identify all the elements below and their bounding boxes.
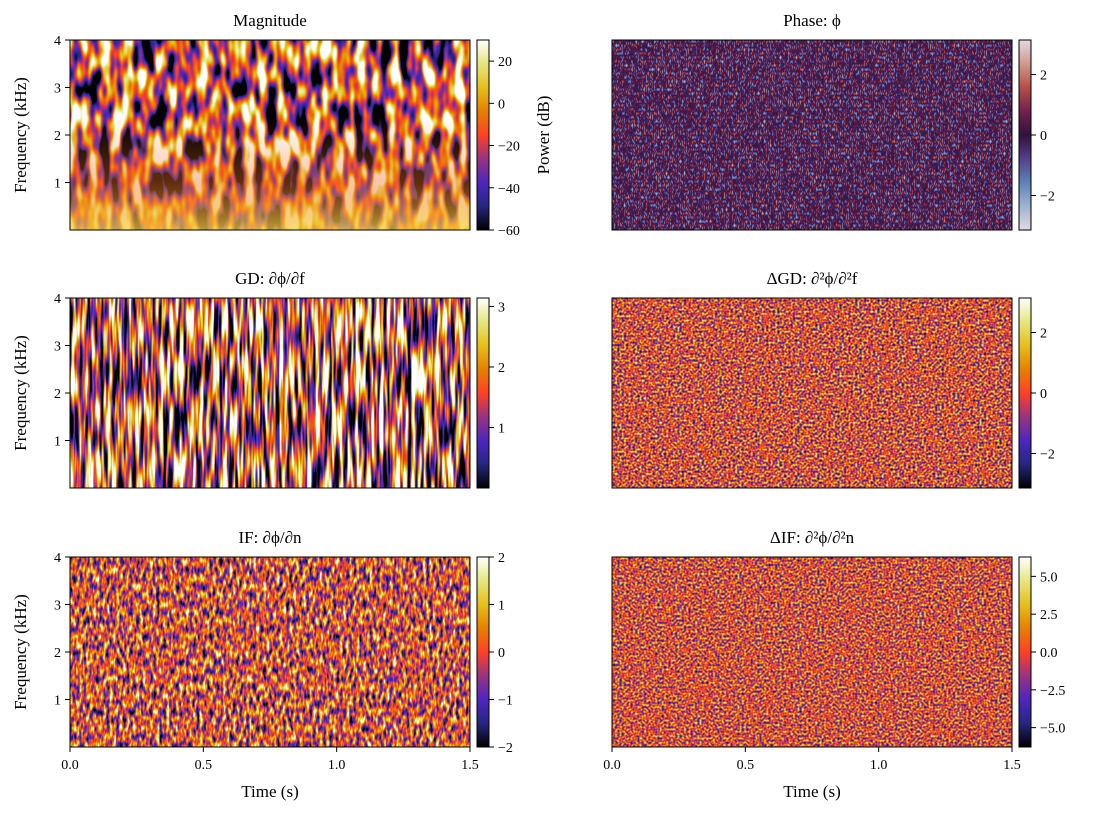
spectrogram-image: [70, 298, 470, 488]
colorbar: [476, 297, 490, 489]
colorbar-tick-label: 5.0: [1040, 570, 1058, 585]
panel-title: Phase: ϕ: [783, 11, 841, 30]
colorbar-tick-label: 1: [498, 421, 505, 436]
colorbar-tick-label: 2.5: [1040, 608, 1058, 623]
colorbar-tick-label: 20: [498, 55, 512, 70]
axes-frame: [611, 556, 1013, 748]
colorbar-tick-label: 2: [1040, 326, 1047, 341]
colorbar-tick-label: −5.0: [1040, 722, 1065, 737]
y-tick-label: 2: [54, 646, 61, 661]
spectrogram-image: [612, 298, 1012, 488]
y-tick-label: 4: [54, 292, 61, 307]
axes-frame: [611, 297, 1013, 489]
colorbar-tick-label: 0: [498, 97, 505, 112]
y-tick-label: 1: [54, 177, 61, 192]
colorbar: [476, 556, 490, 748]
colorbar-tick-label: 2: [498, 361, 505, 376]
colorbar-tick-label: −2.5: [1040, 684, 1065, 699]
colorbar: [476, 39, 490, 231]
colorbar-label: Power (dB): [534, 96, 553, 175]
panel-title: ΔIF: ∂²ϕ/∂²n: [770, 528, 855, 547]
colorbar-tick-label: −40: [498, 182, 520, 197]
x-tick-label: 1.5: [1003, 758, 1021, 773]
y-axis-label: Frequency (kHz): [11, 77, 30, 193]
x-axis-label: Time (s): [241, 782, 298, 801]
spectrogram-image: [70, 557, 470, 747]
colorbar-tick-label: −2: [498, 741, 513, 756]
panel-title: IF: ∂ϕ/∂n: [238, 528, 302, 547]
colorbar-tick-label: −1: [498, 694, 513, 709]
colorbar-tick-label: −20: [498, 140, 520, 155]
y-tick-label: 2: [54, 387, 61, 402]
colorbar: [1018, 297, 1032, 489]
x-tick-label: 0.0: [603, 758, 621, 773]
y-tick-label: 1: [54, 694, 61, 709]
colorbar-tick-label: −2: [1040, 190, 1055, 205]
colorbar: [1018, 556, 1032, 748]
axes-frame: [611, 39, 1013, 231]
x-tick-label: 0.0: [61, 758, 79, 773]
y-tick-label: 3: [54, 340, 61, 355]
colorbar-tick-label: 3: [498, 300, 505, 315]
colorbar-tick-label: 2: [498, 551, 505, 566]
y-tick-label: 1: [54, 435, 61, 450]
y-axis-label: Frequency (kHz): [11, 594, 30, 710]
colorbar: [1018, 39, 1032, 231]
spectrogram-shading: [70, 40, 470, 230]
y-tick-label: 3: [54, 82, 61, 97]
y-tick-label: 2: [54, 129, 61, 144]
panel-title: Magnitude: [233, 11, 307, 30]
panel-title: ΔGD: ∂²ϕ/∂²f: [767, 269, 858, 288]
x-tick-label: 1.5: [461, 758, 479, 773]
y-tick-label: 3: [54, 599, 61, 614]
colorbar-tick-label: 0: [1040, 129, 1047, 144]
y-tick-label: 4: [54, 551, 61, 566]
colorbar-tick-label: 2: [1040, 68, 1047, 83]
x-tick-label: 0.5: [737, 758, 755, 773]
colorbar-tick-label: 0.0: [1040, 646, 1058, 661]
y-axis-label: Frequency (kHz): [11, 335, 30, 451]
colorbar-tick-label: −60: [498, 224, 520, 239]
spectrogram-image: [612, 40, 1012, 230]
spectrogram-image: [612, 557, 1012, 747]
x-tick-label: 0.5: [195, 758, 213, 773]
x-tick-label: 1.0: [870, 758, 888, 773]
colorbar-tick-label: 1: [498, 599, 505, 614]
x-axis-label: Time (s): [783, 782, 840, 801]
x-tick-label: 1.0: [328, 758, 346, 773]
y-tick-label: 4: [54, 34, 61, 49]
colorbar-tick-label: 0: [498, 646, 505, 661]
colorbar-tick-label: 0: [1040, 387, 1047, 402]
colorbar-tick-label: −2: [1040, 448, 1055, 463]
panel-title: GD: ∂ϕ/∂f: [235, 269, 305, 288]
